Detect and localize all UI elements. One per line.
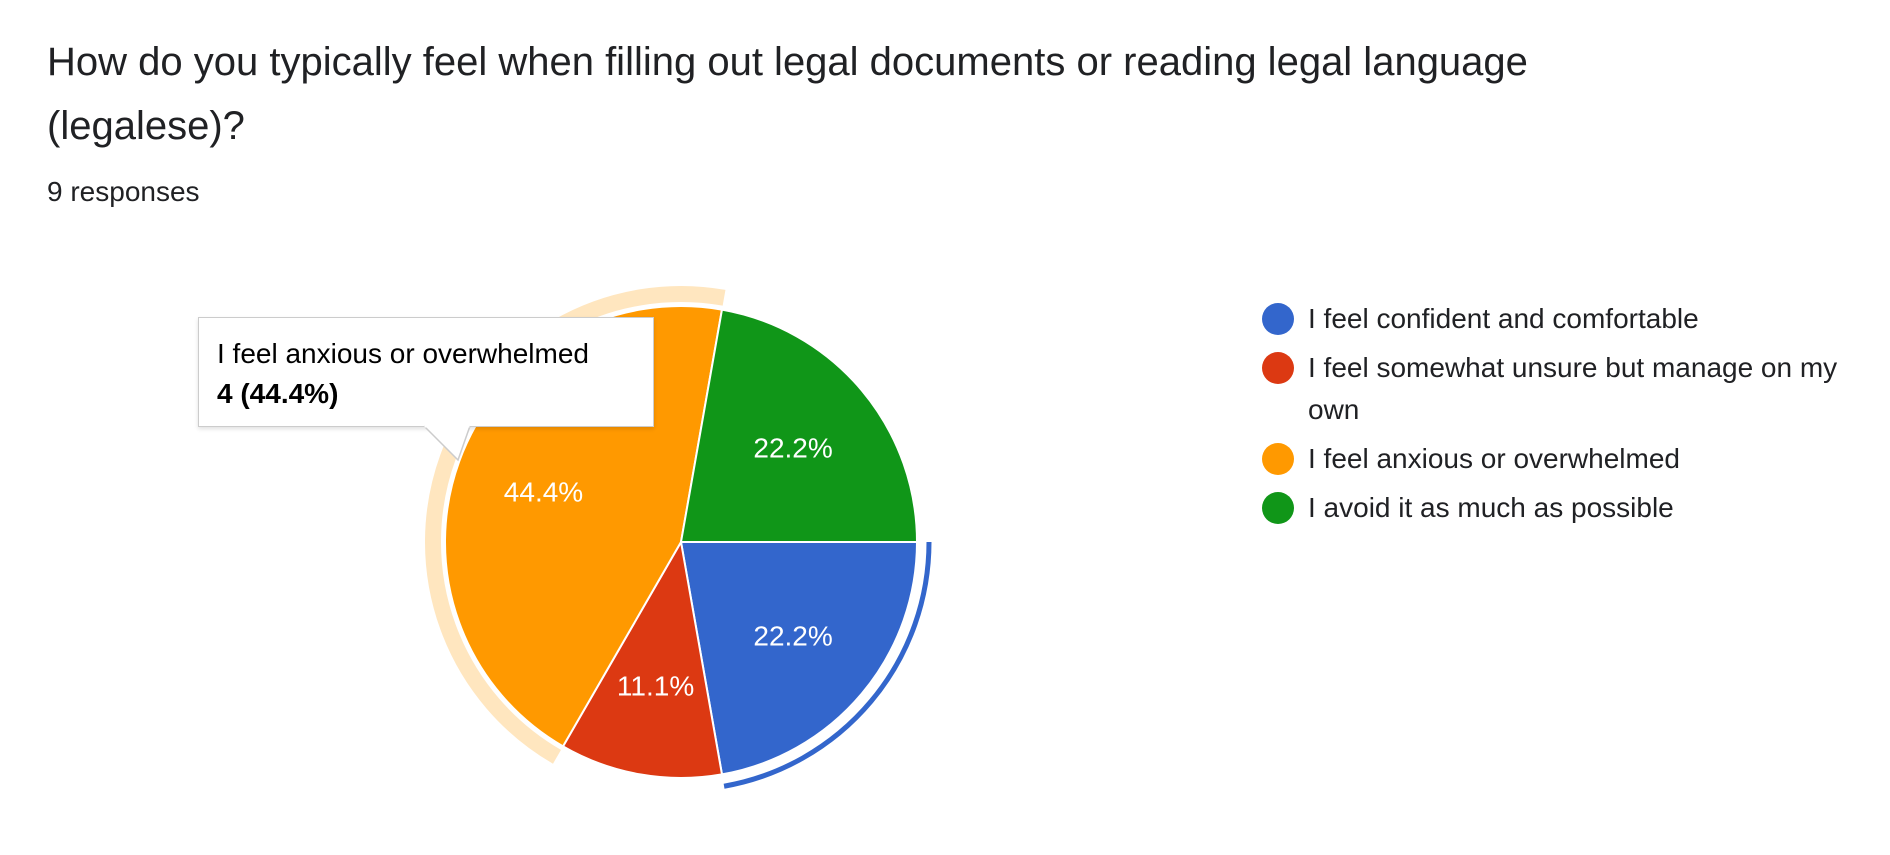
pie-slice-i-avoid-it-as-much-as-possible[interactable]: [679, 308, 919, 543]
slice-highlight-i-feel-confident-and-comfortable: [723, 541, 932, 789]
legend-item-i-avoid-it-as-much-as-possible[interactable]: I avoid it as much as possible: [1262, 487, 1862, 529]
tooltip-value: 4 (44.4%): [217, 378, 339, 409]
legend-item-i-feel-anxious-or-overwhelmed[interactable]: I feel anxious or overwhelmed: [1262, 438, 1862, 480]
slice-percent-label: 44.4%: [504, 476, 583, 507]
slice-percent-label: 22.2%: [753, 621, 832, 652]
legend-label: I feel anxious or overwhelmed: [1308, 443, 1680, 474]
slice-percent-label: 22.2%: [753, 432, 832, 463]
legend-label: I feel somewhat unsure but manage on my …: [1308, 352, 1838, 425]
pie-slice-i-feel-somewhat-unsure-but-manage-on-my-own[interactable]: [561, 539, 724, 779]
chart-legend: I feel confident and comfortable I feel s…: [1262, 298, 1862, 536]
pie-slice-i-feel-confident-and-comfortable[interactable]: [679, 541, 919, 776]
legend-label: I avoid it as much as possible: [1308, 492, 1674, 523]
legend-item-i-feel-somewhat-unsure-but-manage-on-my-own[interactable]: I feel somewhat unsure but manage on my …: [1262, 347, 1862, 431]
question-title: How do you typically feel when filling o…: [47, 40, 1528, 148]
slice-tooltip: I feel anxious or overwhelmed 4 (44.4%): [198, 317, 654, 427]
legend-swatch: [1262, 303, 1294, 335]
legend-label: I feel confident and comfortable: [1308, 303, 1699, 334]
legend-item-i-feel-confident-and-comfortable[interactable]: I feel confident and comfortable: [1262, 298, 1862, 340]
legend-swatch: [1262, 352, 1294, 384]
slice-highlight-i-feel-anxious-or-overwhelmed: [425, 286, 726, 764]
tooltip-label: I feel anxious or overwhelmed: [217, 338, 589, 369]
response-count: 9 responses: [47, 176, 200, 207]
legend-swatch: [1262, 443, 1294, 475]
legend-swatch: [1262, 492, 1294, 524]
slice-percent-label: 11.1%: [617, 671, 694, 702]
